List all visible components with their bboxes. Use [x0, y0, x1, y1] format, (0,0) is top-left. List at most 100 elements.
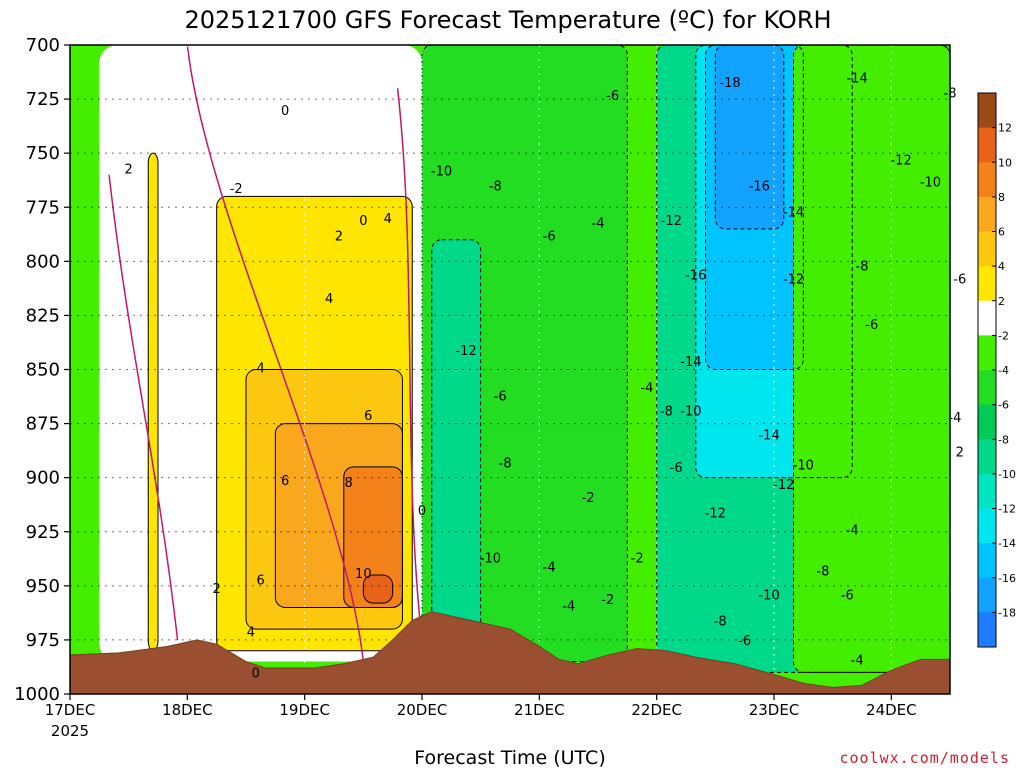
colorbar-label: -12	[998, 503, 1016, 516]
colorbar-label: -10	[998, 468, 1016, 481]
y-tick-label: 825	[26, 305, 60, 326]
field-region	[431, 239, 481, 640]
contour-label: 4	[247, 625, 255, 640]
y-tick-label: 1000	[14, 684, 60, 705]
chart-title: 2025121700 GFS Forecast Temperature (ºC)…	[184, 6, 831, 34]
colorbar-band	[978, 162, 996, 198]
colorbar-band	[978, 93, 996, 129]
contour-line	[362, 574, 394, 604]
contour-label: -6	[606, 89, 619, 104]
colorbar-band	[978, 231, 996, 267]
contour-label: -4	[640, 381, 653, 396]
colorbar-label: 12	[998, 122, 1012, 135]
x-tick-year: 2025	[51, 722, 89, 740]
contour-label: -6	[494, 389, 507, 404]
contour-label: -8	[856, 260, 869, 275]
contour-label: -6	[738, 634, 751, 649]
contour-label: -4	[592, 216, 605, 231]
y-tick-label: 750	[26, 143, 60, 164]
field-region	[363, 575, 393, 604]
temperature-field	[70, 45, 950, 694]
y-tick-label: 725	[26, 89, 60, 110]
contour-label: -12	[773, 478, 794, 493]
field-region	[715, 45, 784, 229]
contour-label: -14	[783, 206, 804, 221]
contour-label: -14	[680, 355, 701, 370]
contour-label: -12	[455, 344, 476, 359]
contour-label: -8	[816, 565, 829, 580]
contour-line	[705, 45, 804, 370]
x-tick-label: 21DEC	[514, 701, 565, 719]
freezing-contour	[186, 45, 365, 662]
colorbar-label: -6	[998, 399, 1009, 412]
contour-label: -10	[920, 175, 941, 190]
contour-label: -8	[714, 614, 727, 629]
contour-label: -4	[851, 653, 864, 668]
contour-label: -8	[660, 405, 673, 420]
terrain	[70, 611, 950, 694]
x-tick-label: 24DEC	[866, 701, 917, 719]
contour-label: -2	[631, 552, 644, 567]
contour-label: -10	[480, 552, 501, 567]
y-tick-label: 975	[26, 630, 60, 651]
colorbar-band	[978, 404, 996, 440]
field-region	[343, 466, 403, 608]
colorbar-band	[978, 127, 996, 163]
contour-line	[714, 45, 785, 230]
colorbar-label: 2	[998, 295, 1005, 308]
field-region	[793, 45, 950, 673]
contour-label: 0	[281, 104, 289, 119]
y-tick-label: 875	[26, 414, 60, 435]
x-tick-label: 22DEC	[631, 701, 682, 719]
contour-label: -12	[890, 154, 911, 169]
colorbar-label: -8	[998, 433, 1009, 446]
y-tick-label: 775	[26, 197, 60, 218]
contour-line	[695, 45, 853, 479]
contour-label: 4	[325, 292, 333, 307]
contour-label: -10	[680, 405, 701, 420]
y-tick-label: 950	[26, 576, 60, 597]
colorbar-band	[978, 196, 996, 232]
contour-label: 6	[257, 573, 265, 588]
colorbar-band	[978, 543, 996, 579]
contour-label: 2	[956, 446, 964, 461]
contour-label: -10	[793, 459, 814, 474]
terrain-surface	[70, 611, 950, 694]
contour-label: -2	[601, 593, 614, 608]
x-axis-label: Forecast Time (UTC)	[414, 747, 605, 768]
x-tick-label: 23DEC	[749, 701, 800, 719]
contour-label: 4	[384, 212, 392, 227]
freezing-contour	[396, 88, 423, 641]
x-tick-label: 20DEC	[397, 701, 448, 719]
x-axis: 17DEC 18DEC 19DEC 20DEC 21DEC 22DEC 23DEC 24DEC	[45, 694, 917, 719]
colorbar-band	[978, 370, 996, 406]
contour-line	[431, 239, 482, 641]
y-tick-label: 850	[26, 360, 60, 381]
colorbar-band	[978, 508, 996, 544]
contour-label: -10	[758, 588, 779, 603]
contour-label: -14	[846, 71, 867, 86]
x-tick-label: 17DEC	[45, 701, 96, 719]
contour-label: -2	[582, 491, 595, 506]
freezing-contour	[108, 174, 179, 641]
contour-label: 8	[345, 476, 353, 491]
contour-label: -12	[783, 273, 804, 288]
contour-label: 2	[213, 582, 221, 597]
contour-label: -14	[758, 428, 779, 443]
colorbar-band	[978, 612, 996, 648]
colorbar: 12 10 8 6 4 2 -2 -4 -6 -8 -10 -12 -14 -16 -18	[977, 92, 1016, 648]
contour-label: 6	[364, 409, 372, 424]
contour-label: 0	[359, 214, 367, 229]
colorbar-label: -14	[998, 537, 1016, 550]
contour-label: -4	[562, 599, 575, 614]
y-tick-label: 700	[26, 35, 60, 56]
contour-label: -6	[865, 318, 878, 333]
colorbar-label: 4	[998, 260, 1005, 273]
contour-label: -16	[749, 180, 770, 195]
contour-label: -8	[499, 457, 512, 472]
field-region	[148, 153, 158, 651]
y-tick-label: 925	[26, 522, 60, 543]
credit-text: coolwx.com/models	[839, 749, 1010, 767]
colorbar-band	[978, 266, 996, 302]
contour-label: 2	[125, 162, 133, 177]
